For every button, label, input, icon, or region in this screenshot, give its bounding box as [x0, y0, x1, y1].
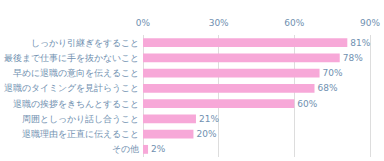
- svg-text:2%: 2%: [151, 144, 166, 154]
- svg-text:21%: 21%: [199, 114, 219, 124]
- svg-text:しっかり引継ぎをすること: しっかり引継ぎをすること: [31, 38, 139, 48]
- svg-text:81%: 81%: [350, 38, 370, 48]
- svg-text:その他: その他: [112, 144, 139, 154]
- svg-text:90%: 90%: [360, 18, 380, 28]
- svg-text:60%: 60%: [297, 99, 317, 109]
- svg-text:退職理由を正直に伝えること: 退職理由を正直に伝えること: [22, 129, 139, 139]
- svg-text:68%: 68%: [318, 83, 338, 93]
- svg-text:78%: 78%: [343, 53, 363, 63]
- svg-text:早めに退職の意向を伝えること: 早めに退職の意向を伝えること: [13, 68, 139, 78]
- svg-text:最後まで仕事に手を抜かないこと: 最後まで仕事に手を抜かないこと: [4, 53, 139, 63]
- svg-text:退職のタイミングを見計らうこと: 退職のタイミングを見計らうこと: [4, 83, 139, 93]
- svg-text:60%: 60%: [284, 18, 304, 28]
- svg-text:退職の挨拶をきちんとすること: 退職の挨拶をきちんとすること: [13, 99, 139, 109]
- svg-text:20%: 20%: [196, 129, 216, 139]
- svg-text:0%: 0%: [136, 18, 151, 28]
- svg-text:70%: 70%: [323, 68, 343, 78]
- svg-text:周囲としっかり話し合うこと: 周囲としっかり話し合うこと: [22, 114, 139, 124]
- svg-text:30%: 30%: [209, 18, 229, 28]
